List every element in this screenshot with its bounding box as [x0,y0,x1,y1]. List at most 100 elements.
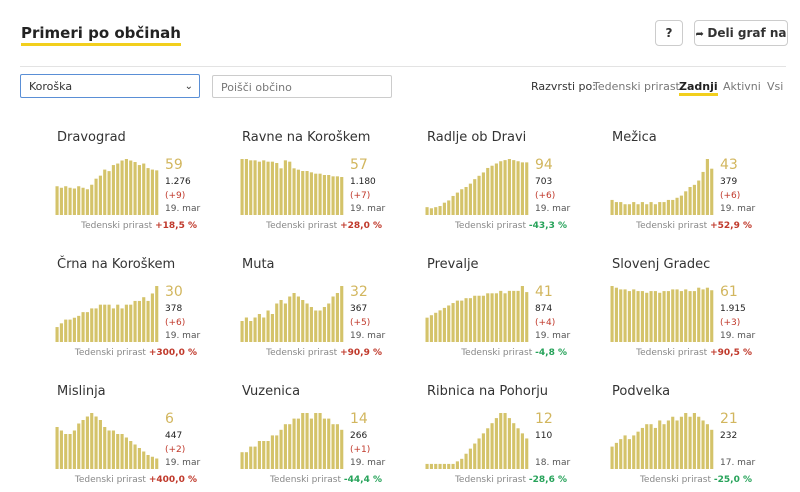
bar [442,307,446,342]
bar [614,287,618,342]
bar [64,319,68,342]
bar [94,416,98,469]
bar [425,207,429,215]
bar [477,175,481,215]
bar [253,317,257,342]
bar [340,286,344,342]
bar [98,420,102,469]
total-cases: 1.180 [350,177,376,187]
bar [481,433,485,469]
bar [85,416,89,469]
bar [520,286,524,342]
bar [240,321,244,342]
sort-option[interactable]: Tedenski prirast [593,80,680,93]
bar [697,180,701,215]
help-button[interactable]: ? [655,20,683,46]
share-button[interactable]: ➦ Deli graf na [694,20,788,46]
daily-change: (+3) [720,318,741,328]
search-input[interactable]: Poišči občino [212,75,392,98]
bar [257,161,261,215]
bar [270,435,274,469]
sort-option[interactable]: Aktivni [723,80,761,93]
bar [486,167,490,215]
bar [701,420,705,469]
bar [481,172,485,215]
sparkline [610,286,714,342]
sparkline [240,286,344,342]
weekly-label: Tedenski prirast [74,475,146,485]
bar [610,446,614,469]
bar [146,168,150,215]
weekly-value: +90,5 % [710,348,752,358]
bar [77,186,81,215]
bar [481,295,485,342]
sparkline [425,413,529,469]
weekly-value: -25,0 % [713,475,752,485]
bar [627,204,631,215]
bar [133,444,137,469]
bar [688,416,692,469]
bar [68,187,72,215]
bar [309,418,313,469]
bar [266,310,270,342]
sparkline [425,286,529,342]
total-cases: 1.276 [165,177,191,187]
bar [59,430,63,469]
weekly-label: Tedenski prirast [454,221,527,231]
bar [503,413,507,469]
active-cases: 6 [165,411,174,427]
active-cases: 41 [535,284,553,300]
bar [477,295,481,342]
bar [59,187,63,215]
date: 19. mar [350,331,386,341]
daily-change: (+2) [165,445,186,455]
bar [455,192,459,215]
bar [675,289,679,342]
bar [460,189,464,215]
date: 19. mar [350,204,386,214]
active-cases: 14 [350,411,368,427]
bar [142,163,146,215]
bar [705,159,709,215]
bar [59,323,63,342]
bar [468,448,472,469]
bar [473,295,477,342]
bar [507,418,511,469]
bar [640,202,644,215]
sort-option[interactable]: Vsi [767,80,784,93]
municipality-name: Dravograd [57,130,126,145]
weekly-growth: Tedenski prirast -44,4 % [222,475,382,485]
bar [155,286,159,342]
daily-change: (+6) [720,191,741,201]
bar [499,161,503,215]
sparkline [55,159,159,215]
bar [77,423,81,469]
sort-option[interactable]: Zadnji [679,80,718,96]
date: 19. mar [535,204,571,214]
bar [516,161,520,215]
date: 19. mar [165,204,201,214]
weekly-growth: Tedenski prirast +300,0 % [37,348,197,358]
weekly-label: Tedenski prirast [636,221,708,231]
bar [649,291,653,342]
bar [279,168,283,215]
bar [296,296,300,342]
bar [636,291,640,342]
bar [129,441,133,469]
bar [679,291,683,342]
bar [327,303,331,342]
bar [705,287,709,342]
bar [640,427,644,469]
bar [288,161,292,215]
region-value: Koroška [29,80,73,93]
bar [653,204,657,215]
bar [512,423,516,469]
daily-change: (+9) [165,191,186,201]
total-cases: 379 [720,177,738,187]
bar [692,184,696,215]
bar [442,202,446,215]
bar [240,452,244,469]
bar [477,438,481,469]
region-select[interactable]: Koroška ⌄ [20,74,200,98]
bar [520,433,524,469]
